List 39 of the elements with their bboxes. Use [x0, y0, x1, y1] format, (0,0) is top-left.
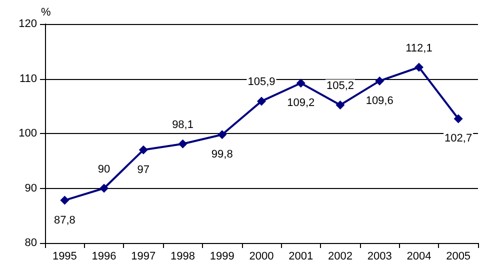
data-label: 109,2 — [287, 97, 315, 110]
point — [454, 114, 463, 124]
point — [375, 76, 384, 86]
point — [336, 100, 345, 110]
x-tick-label: 2000 — [249, 250, 274, 262]
data-label: 87,8 — [54, 214, 76, 226]
point — [218, 130, 227, 140]
y-axis-title: % — [41, 6, 51, 18]
x-tick-label: 2005 — [446, 250, 471, 262]
point — [60, 196, 70, 205]
point — [100, 184, 109, 193]
y-tick-label: 90 — [24, 182, 37, 194]
x-tick-label: 1996 — [92, 250, 116, 262]
point — [414, 62, 424, 72]
point — [138, 145, 148, 154]
data-label: 112,1 — [406, 42, 432, 54]
data-label: 97 — [137, 164, 150, 176]
y-tick-label: 120 — [18, 18, 37, 30]
y-tick-label: 80 — [24, 237, 37, 249]
x-tick-label: 1999 — [210, 250, 234, 262]
data-label: 109,6 — [366, 94, 394, 107]
x-tick-label: 1997 — [131, 250, 156, 262]
y-tick-label: 100 — [18, 128, 37, 140]
data-label: 105,2 — [326, 80, 354, 92]
x-tick-label: 2001 — [288, 250, 314, 262]
data-label: 99,8 — [211, 148, 233, 161]
x-tick-label: 1998 — [170, 250, 196, 262]
point — [178, 139, 188, 148]
point — [296, 78, 306, 88]
x-tick-label: 2004 — [406, 250, 432, 262]
x-tick-label: 2002 — [328, 250, 352, 262]
data-label: 105,9 — [248, 76, 276, 88]
y-tick-label: 110 — [19, 72, 37, 85]
x-tick-label: 2003 — [367, 250, 392, 262]
data-label: 102,7 — [444, 132, 472, 145]
data-label: 98,1 — [172, 118, 194, 131]
point — [257, 96, 266, 106]
data-label: 90 — [98, 163, 110, 176]
x-tick-label: 1995 — [52, 250, 77, 262]
